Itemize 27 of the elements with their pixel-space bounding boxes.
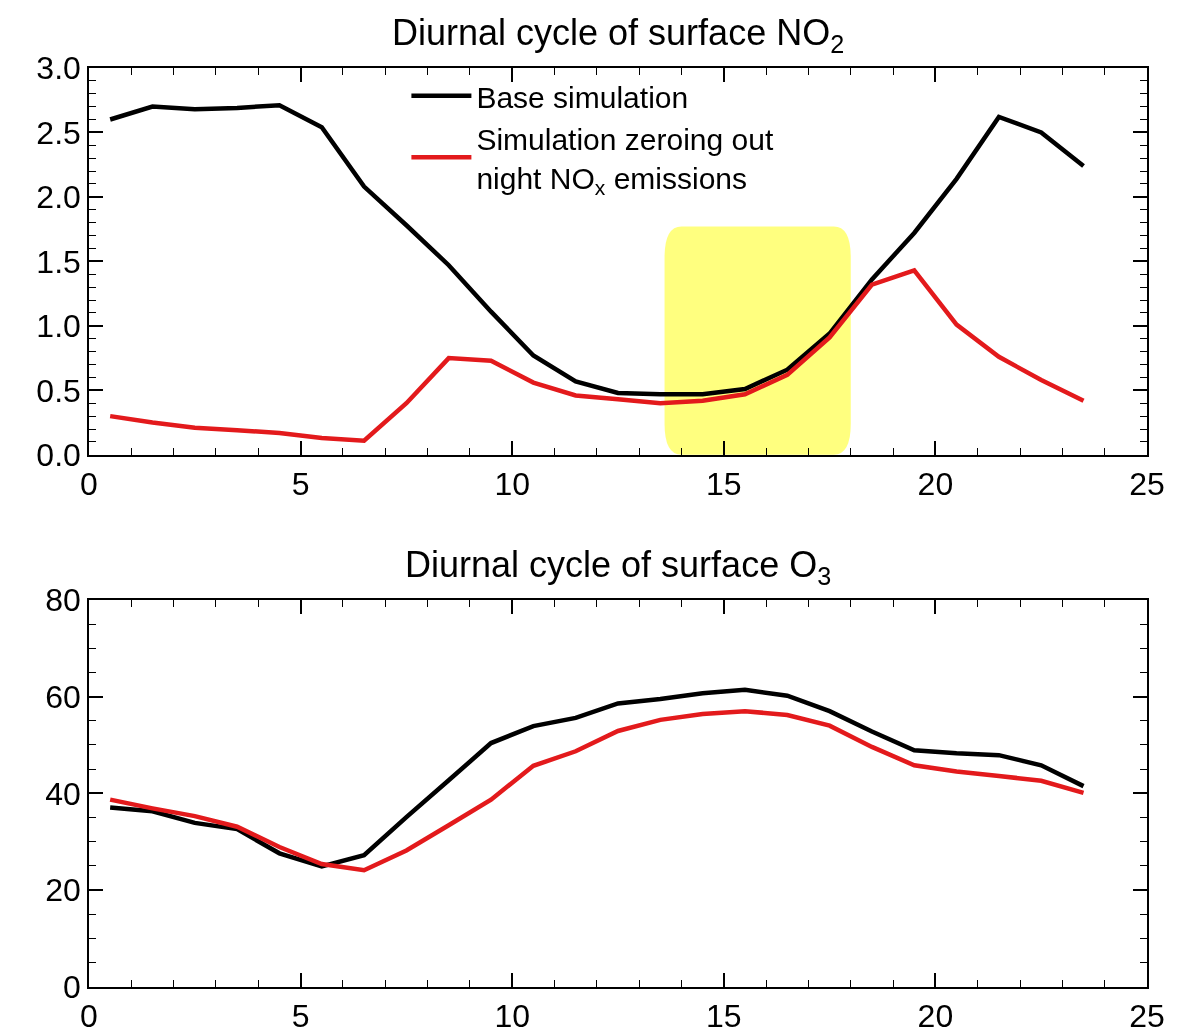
chart-title: Diurnal cycle of surface O$_{3}$ (405, 544, 832, 590)
y-tick-label: 0.5 (36, 372, 81, 409)
y-tick-label: 2.5 (36, 114, 81, 151)
y-tick-label: 0.0 (36, 437, 81, 474)
x-tick-label: 20 (917, 465, 954, 502)
y-tick-label: 1.5 (36, 243, 81, 280)
legend-label: Base simulation (476, 80, 689, 114)
y-tick-label: 3.0 (36, 50, 81, 87)
x-tick-label: 15 (706, 997, 742, 1029)
x-tick-label: 10 (494, 465, 530, 502)
x-tick-label: 5 (291, 997, 310, 1029)
y-tick-label: 40 (45, 775, 81, 812)
y-tick-label: 2.0 (36, 179, 81, 216)
legend-label: Simulation zeroing out night NO$_{x}$ emissions (476, 122, 774, 199)
y-tick-label: 60 (45, 678, 81, 715)
y-tick-label: 80 (45, 582, 81, 619)
y-tick-label: 20 (45, 872, 81, 909)
line-series (107, 268, 1086, 443)
x-tick-label: 15 (706, 465, 742, 502)
chart-title: Diurnal cycle of surface NO$_{2}$ (392, 12, 845, 58)
x-tick-label: 5 (291, 465, 310, 502)
x-tick-label: 20 (917, 997, 954, 1029)
x-tick-label: 25 (1129, 465, 1165, 502)
y-tick-label: 0 (63, 969, 81, 1006)
x-tick-label: 25 (1129, 997, 1165, 1029)
x-tick-label: 10 (494, 997, 530, 1029)
y-tick-label: 1.0 (36, 308, 81, 345)
